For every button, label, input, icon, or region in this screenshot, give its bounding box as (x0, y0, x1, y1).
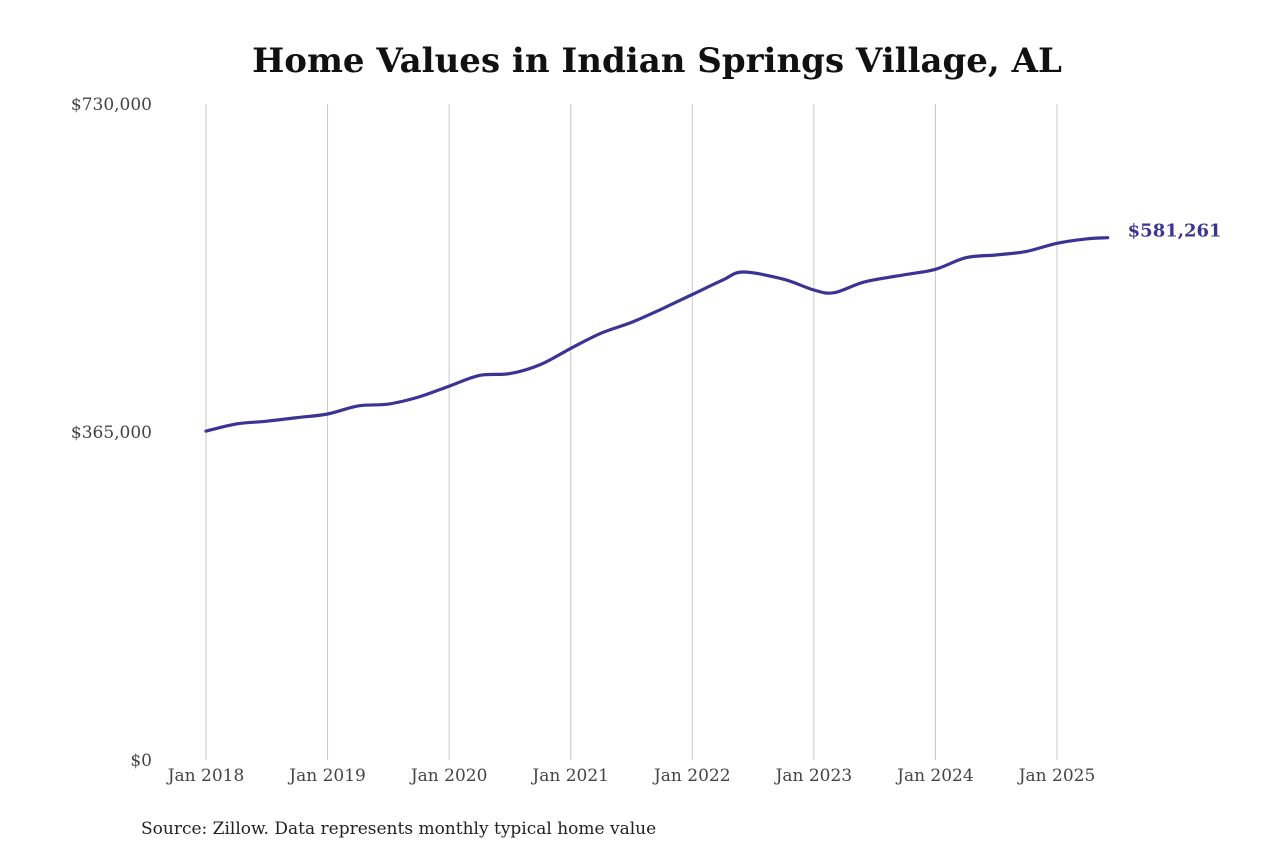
plot-area: $581,261 (204, 221, 1222, 433)
y-tick-label: $730,000 (71, 95, 152, 115)
x-tick-label: Jan 2025 (1017, 766, 1096, 786)
chart-title: Home Values in Indian Springs Village, A… (252, 41, 1062, 81)
x-axis: Jan 2018 Jan 2019 Jan 2020 Jan 2021 Jan 2022… (166, 766, 1096, 786)
x-tick-label: Jan 2018 (166, 766, 245, 786)
x-tick-label: Jan 2020 (409, 766, 488, 786)
y-tick-label: $0 (130, 751, 152, 771)
x-tick-label: Jan 2023 (774, 766, 853, 786)
x-tick-label: Jan 2019 (287, 766, 366, 786)
gridlines (205, 104, 1058, 760)
x-tick-label: Jan 2022 (652, 766, 731, 786)
x-tick-label: Jan 2024 (895, 766, 974, 786)
series-line-0 (204, 236, 1110, 433)
x-tick-label: Jan 2021 (530, 766, 609, 786)
y-tick-label: $365,000 (71, 423, 152, 443)
source-note: Source: Zillow. Data represents monthly … (141, 819, 656, 839)
end-value-label: $581,261 (1128, 221, 1222, 242)
y-axis: $0 $365,000 $730,000 (71, 95, 152, 771)
